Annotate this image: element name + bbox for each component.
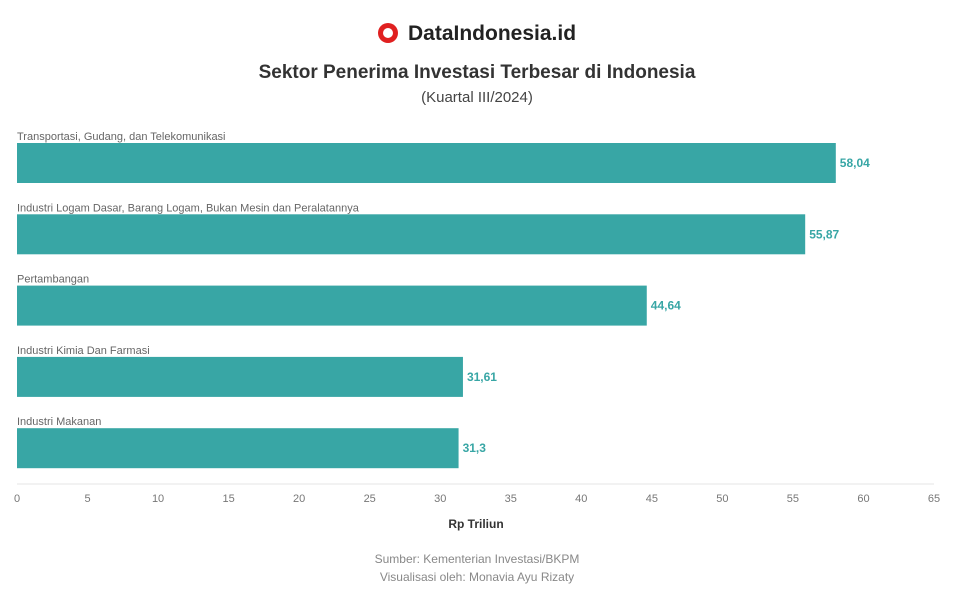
value-label: 44,64	[651, 299, 681, 313]
brand-name: DataIndonesia.id	[407, 22, 577, 45]
category-label: Pertambangan	[17, 274, 89, 286]
chart-subtitle: (Kuartal III/2024)	[421, 89, 533, 106]
visual-credit: Visualisasi oleh: Monavia Ayu Rizaty	[379, 570, 575, 584]
x-tick-label: 65	[928, 493, 940, 505]
category-label: Industri Kimia Dan Farmasi	[17, 345, 150, 357]
value-label: 31,61	[467, 370, 497, 384]
x-tick-label: 20	[293, 493, 305, 505]
source-note: Sumber: Kementerian Investasi/BKPM	[374, 552, 580, 566]
value-label: 58,04	[840, 156, 870, 170]
bar	[17, 428, 459, 469]
x-axis-label: Rp Triliun	[448, 517, 503, 531]
value-label: 55,87	[809, 227, 839, 241]
category-label: Industri Makanan	[17, 416, 101, 428]
x-tick-label: 25	[364, 493, 376, 505]
category-label: Transportasi, Gudang, dan Telekomunikasi	[17, 131, 226, 143]
bar	[17, 143, 836, 183]
x-tick-label: 10	[152, 493, 164, 505]
x-tick-label: 15	[222, 493, 234, 505]
x-tick-label: 60	[857, 493, 869, 505]
x-tick-label: 55	[787, 493, 799, 505]
category-label: Industri Logam Dasar, Barang Logam, Buka…	[17, 202, 360, 214]
bar	[17, 214, 806, 255]
value-label: 31,3	[463, 441, 487, 455]
chart-title: Sektor Penerima Investasi Terbesar di In…	[258, 62, 696, 83]
logo-icon	[377, 23, 398, 43]
bar	[17, 356, 463, 397]
x-tick-label: 40	[575, 493, 587, 505]
x-tick-label: 30	[434, 493, 446, 505]
x-tick-label: 5	[84, 493, 90, 505]
x-tick-label: 0	[14, 493, 20, 505]
bar	[17, 285, 647, 326]
x-tick-label: 50	[716, 493, 728, 505]
brand-logo: DataIndonesia.id	[0, 22, 954, 46]
x-tick-label: 35	[505, 493, 517, 505]
x-tick-label: 45	[646, 493, 658, 505]
